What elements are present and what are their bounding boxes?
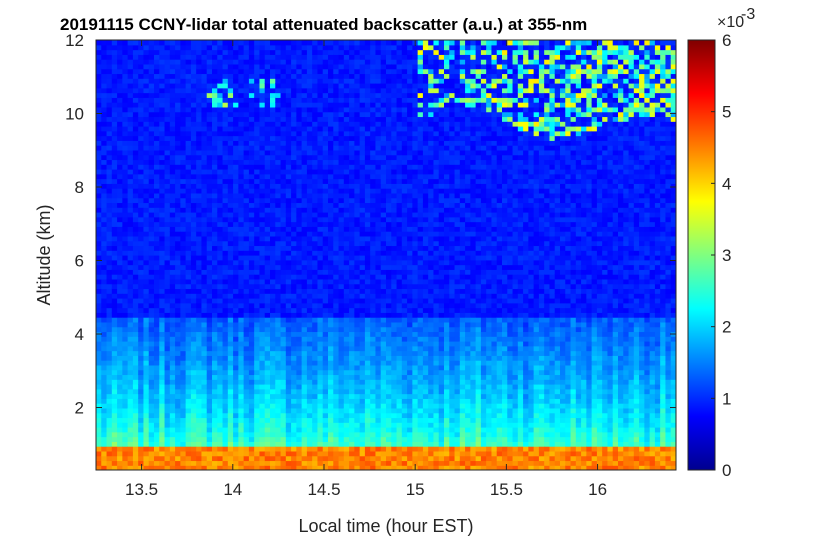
- chart-title: 20191115 CCNY-lidar total attenuated bac…: [60, 15, 587, 34]
- colorbar-tick-label: 4: [722, 174, 731, 193]
- y-axis-label: Altitude (km): [34, 204, 54, 305]
- colorbar-exponent: -3: [741, 6, 755, 23]
- y-tick-label: 8: [75, 178, 84, 197]
- y-tick-label: 2: [75, 399, 84, 418]
- colorbar: [687, 39, 716, 471]
- plot-frame: [95, 39, 677, 471]
- x-tick-label: 15.5: [490, 480, 523, 499]
- y-axis: 2 4 6 8 10 12: [65, 31, 676, 418]
- colorbar-tick-label: 2: [722, 318, 731, 337]
- y-tick-label: 6: [75, 252, 84, 271]
- heatmap-image: [96, 40, 676, 470]
- colorbar-tick-label: 1: [722, 389, 731, 408]
- x-axis: 13.5 14 14.5 15 15.5 16: [125, 40, 607, 499]
- colorbar-tick-label: 3: [722, 246, 731, 265]
- x-tick-label: 14.5: [307, 480, 340, 499]
- colorbar-tick-label: 0: [722, 461, 731, 480]
- x-axis-label: Local time (hour EST): [298, 516, 473, 536]
- colorbar-multiplier: ×10: [717, 14, 744, 31]
- x-tick-label: 16: [588, 480, 607, 499]
- y-tick-label: 4: [75, 325, 84, 344]
- y-tick-label: 12: [65, 31, 84, 50]
- colorbar-axis: 0 1 2 3 4 5 6: [711, 31, 731, 480]
- x-tick-label: 14: [223, 480, 242, 499]
- colorbar-tick-label: 6: [722, 31, 731, 50]
- colorbar-tick-label: 5: [722, 103, 731, 122]
- x-tick-label: 15: [406, 480, 425, 499]
- x-tick-label: 13.5: [125, 480, 158, 499]
- y-tick-label: 10: [65, 105, 84, 124]
